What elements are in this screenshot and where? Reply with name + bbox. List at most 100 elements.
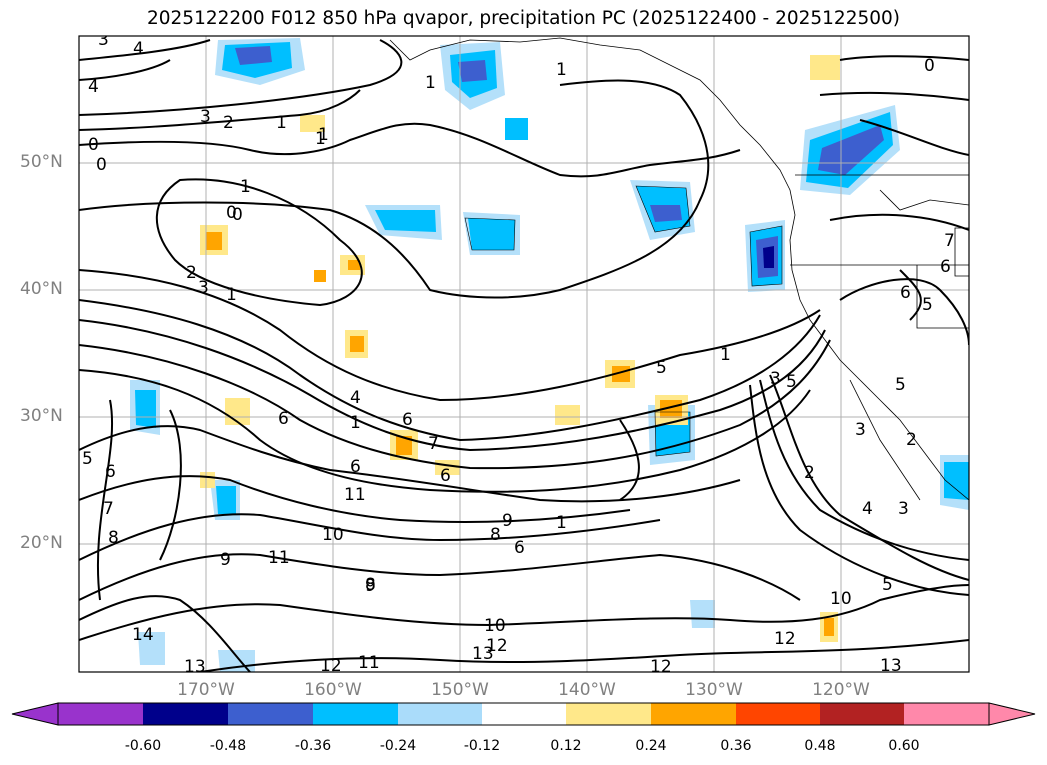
colorbar-segment <box>736 703 820 725</box>
contour-label: 6 <box>350 457 361 477</box>
contour-label: 0 <box>226 203 237 223</box>
contour-label: 4 <box>350 388 361 408</box>
contour-label: 4 <box>862 499 873 519</box>
contour-label: 6 <box>940 257 951 277</box>
colorbar-tick-label: -0.24 <box>379 738 417 754</box>
precipitation-shading <box>130 38 969 672</box>
contour-label: 7 <box>428 434 439 454</box>
lon-label: 130°W <box>685 680 743 700</box>
contour-label: 3 <box>898 499 909 519</box>
lon-label: 170°W <box>177 680 235 700</box>
contour-label: 1 <box>556 60 567 80</box>
contour-label: 5 <box>895 375 906 395</box>
contour-label: 2 <box>804 463 815 483</box>
lat-label: 40°N <box>20 279 63 299</box>
colorbar-segment <box>228 703 313 725</box>
lon-label: 120°W <box>812 680 870 700</box>
contour-label: 4 <box>133 39 144 59</box>
colorbar-tick-label: 0.12 <box>550 738 582 754</box>
contour-label: 12 <box>486 636 508 656</box>
contour-label: 4 <box>88 77 99 97</box>
colorbar-segment <box>904 703 989 725</box>
contour-label: 12 <box>650 657 672 677</box>
lat-label: 20°N <box>20 533 63 553</box>
contour-label: 6 <box>105 462 116 482</box>
map-frame <box>78 35 970 673</box>
contour-label: 1 <box>556 513 567 533</box>
contour-label: 13 <box>472 644 494 664</box>
contour-label: 3 <box>98 30 109 50</box>
contour-label: 8 <box>365 575 376 595</box>
contour-label: 1 <box>318 125 329 145</box>
colorbar-extend-low <box>11 702 59 726</box>
colorbar-segment <box>820 703 904 725</box>
lat-label: 50°N <box>20 152 63 172</box>
lon-label: 140°W <box>558 680 616 700</box>
contour-label: 12 <box>320 656 342 676</box>
contour-label: 7 <box>944 231 955 251</box>
contour-label: 11 <box>268 548 290 568</box>
contour-label: 1 <box>276 113 287 133</box>
contour-label: 8 <box>108 528 119 548</box>
colorbar-segment <box>398 703 482 725</box>
contour-label: 10 <box>322 525 344 545</box>
contour-label: 2 <box>186 263 197 283</box>
contour-label: 6 <box>440 466 451 486</box>
contour-label: 10 <box>830 589 852 609</box>
contour-label: 5 <box>882 575 893 595</box>
colorbar-tick-label: 0.48 <box>804 738 836 754</box>
contour-label: 0 <box>88 135 99 155</box>
contour-label: 12 <box>774 629 796 649</box>
lon-label: 160°W <box>304 680 362 700</box>
colorbar-tick-label: 0.60 <box>888 738 920 754</box>
contour-label: 1 <box>226 285 237 305</box>
contour-label: 9 <box>365 576 376 596</box>
contour-label: 5 <box>922 295 933 315</box>
contour-label: 3 <box>770 369 781 389</box>
contour-labels: 3 4 4 3 2 1 1 0 1 1 0 1 0 0 0 1 2 3 1 5 … <box>82 30 955 677</box>
lon-label: 150°W <box>431 680 489 700</box>
contour-label: 1 <box>425 73 436 93</box>
contour-label: 3 <box>855 420 866 440</box>
contour-label: 5 <box>82 449 93 469</box>
colorbar-segment <box>58 703 143 725</box>
colorbar-tick-label: -0.12 <box>463 738 501 754</box>
contour-label: 10 <box>484 616 506 636</box>
contour-label: 0 <box>924 56 935 76</box>
graticule <box>79 36 969 672</box>
contour-label: 11 <box>358 653 380 673</box>
qvapor-contours <box>79 39 969 672</box>
contour-label: 3 <box>200 107 211 127</box>
colorbar-tick-label: 0.24 <box>635 738 667 754</box>
contour-label: 7 <box>103 499 114 519</box>
contour-label: 1 <box>315 129 326 149</box>
colorbar-segment <box>566 703 651 725</box>
contour-label: 5 <box>786 372 797 392</box>
contour-label: 5 <box>656 358 667 378</box>
colorbar-segment <box>482 703 566 725</box>
contour-label: 1 <box>240 177 251 197</box>
contour-label: 9 <box>220 550 231 570</box>
colorbar-tick-label: 0.36 <box>720 738 752 754</box>
lat-label: 30°N <box>20 406 63 426</box>
contour-label: 0 <box>96 155 107 175</box>
contour-label: 3 <box>198 278 209 298</box>
contour-label: 6 <box>514 538 525 558</box>
contour-label: 2 <box>906 430 917 450</box>
contour-label: 9 <box>502 511 513 531</box>
colorbar-segment <box>651 703 736 725</box>
contour-label: 6 <box>278 409 289 429</box>
contour-label: 8 <box>490 525 501 545</box>
contour-label: 14 <box>132 625 154 645</box>
contour-label: 2 <box>223 113 234 133</box>
contour-label: 6 <box>402 410 413 430</box>
contour-label: 6 <box>900 283 911 303</box>
colorbar-extend-high <box>988 702 1036 726</box>
colorbar-tick-label: -0.60 <box>124 738 162 754</box>
colorbar <box>11 702 1036 726</box>
contour-label: 1 <box>720 345 731 365</box>
map-area: 3 4 4 3 2 1 1 0 1 1 0 1 0 0 0 1 2 3 1 5 … <box>79 30 969 677</box>
contour-label: 13 <box>184 657 206 677</box>
colorbar-segment <box>313 703 398 725</box>
